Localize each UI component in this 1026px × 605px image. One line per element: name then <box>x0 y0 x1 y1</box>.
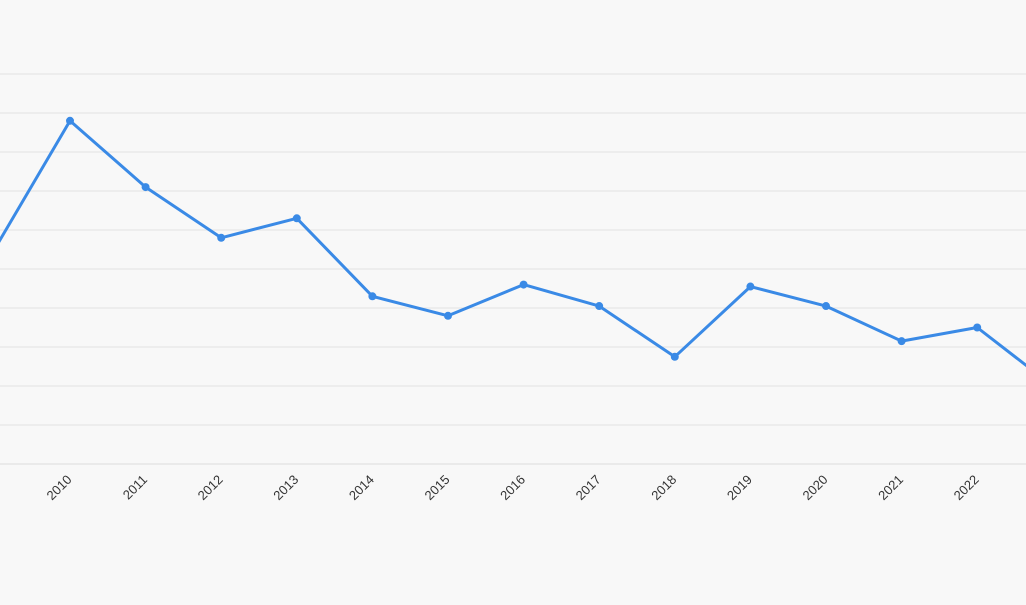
x-tick-label: 2020 <box>799 472 830 503</box>
data-point[interactable] <box>897 337 906 346</box>
data-point[interactable] <box>595 302 604 311</box>
data-point[interactable] <box>217 233 226 242</box>
data-points <box>66 116 982 361</box>
x-tick-label: 2021 <box>875 472 906 503</box>
data-point[interactable] <box>519 280 528 289</box>
x-tick-label: 2015 <box>421 472 452 503</box>
data-point[interactable] <box>973 323 982 332</box>
x-axis-tick-labels: 2009201020112012201320142015201620172018… <box>43 472 982 503</box>
data-point[interactable] <box>822 302 830 311</box>
series-line-layer <box>0 119 1026 368</box>
gridlines <box>0 73 1026 465</box>
x-tick-label: 2014 <box>346 472 377 503</box>
x-tick-label: 2012 <box>195 472 226 503</box>
x-tick-label: 2016 <box>497 472 528 503</box>
series-line <box>0 119 1026 368</box>
x-tick-label: 2018 <box>648 472 679 503</box>
data-point[interactable] <box>368 292 377 301</box>
data-point[interactable] <box>670 352 679 361</box>
x-tick-label: 2017 <box>573 472 604 503</box>
data-point[interactable] <box>66 116 74 125</box>
x-tick-label: 2022 <box>951 472 982 503</box>
x-tick-label: 2013 <box>270 472 301 503</box>
data-point[interactable] <box>746 282 755 291</box>
data-point[interactable] <box>141 183 150 192</box>
data-point[interactable] <box>292 214 301 223</box>
x-tick-label: 2019 <box>724 472 755 503</box>
x-tick-label: 2010 <box>43 472 74 503</box>
data-point[interactable] <box>444 311 452 320</box>
x-tick-label: 2011 <box>120 472 150 502</box>
